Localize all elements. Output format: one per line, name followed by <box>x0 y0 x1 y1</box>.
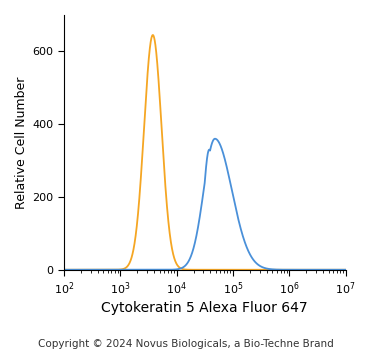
Text: Copyright © 2024 Novus Biologicals, a Bio-Techne Brand: Copyright © 2024 Novus Biologicals, a Bi… <box>37 339 334 349</box>
Y-axis label: Relative Cell Number: Relative Cell Number <box>15 76 28 208</box>
X-axis label: Cytokeratin 5 Alexa Fluor 647: Cytokeratin 5 Alexa Fluor 647 <box>101 301 308 315</box>
